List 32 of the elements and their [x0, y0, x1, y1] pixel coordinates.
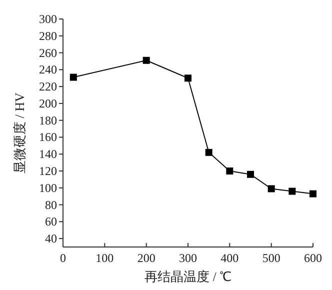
point [268, 185, 275, 192]
y-tick-label: 280 [39, 28, 57, 43]
x-tick-label: 300 [179, 251, 197, 265]
point [142, 56, 150, 64]
point [288, 188, 296, 195]
y-tick-label: 120 [39, 164, 57, 178]
y-tick-label: 140 [39, 147, 57, 162]
y-tick-label: 220 [39, 80, 57, 94]
point [184, 74, 192, 82]
y-tick-label: 180 [39, 113, 57, 128]
y-tick-label: 300 [39, 12, 57, 26]
x-tick-label: 600 [304, 251, 322, 265]
y-tick-label: 40 [45, 232, 57, 246]
y-tick-label: 160 [39, 130, 57, 144]
y-tick-label: 80 [45, 198, 57, 212]
y-axis-title: 显微硬度 / HV [12, 92, 27, 174]
x-axis-title: 再结晶温度 / ℃ [144, 269, 232, 284]
x-tick-label: 0 [60, 251, 66, 265]
point [205, 148, 212, 156]
y-tick-label: 100 [39, 180, 57, 195]
y-tick-label: 200 [39, 96, 57, 110]
y-tick-label: 240 [39, 62, 57, 77]
x-tick-label: 200 [137, 251, 156, 265]
point [247, 170, 254, 178]
x-tick-label: 100 [96, 251, 114, 265]
y-tick-label: 60 [45, 214, 57, 229]
point [310, 190, 316, 198]
x-tick-label: 500 [262, 251, 280, 265]
y-tick-label: 260 [39, 46, 57, 60]
x-tick-label: 400 [220, 251, 239, 265]
point [226, 168, 234, 174]
point [70, 74, 77, 81]
